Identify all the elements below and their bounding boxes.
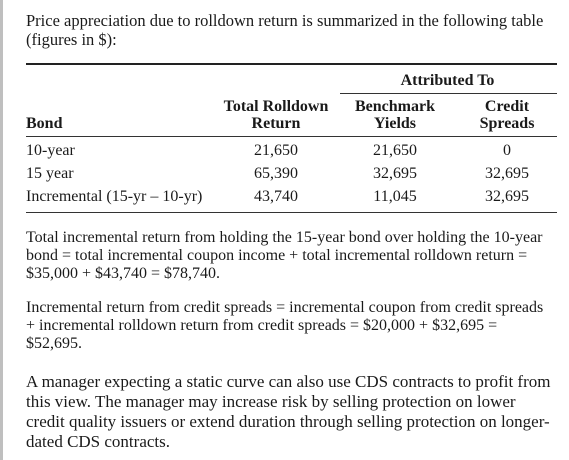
col-header-bond: Bond xyxy=(26,115,63,132)
row-3-bench: 11,045 xyxy=(373,188,417,205)
row-2-bond: 15 year xyxy=(26,165,74,182)
row-1-credit: 0 xyxy=(503,142,511,159)
table-bottom-rule xyxy=(26,212,557,213)
row-1-bench: 21,650 xyxy=(373,142,417,159)
col-header-total-line1: Total Rolldown xyxy=(223,98,329,115)
col-header-credit-line2: Spreads xyxy=(479,115,535,132)
row-2-total: 65,390 xyxy=(254,165,298,182)
col-header-total-line2: Return xyxy=(251,115,301,132)
paragraph-credit-spreads: Incremental return from credit spreads =… xyxy=(26,299,544,352)
row-2-bench: 32,695 xyxy=(373,165,417,182)
col-header-credit-line1: Credit xyxy=(484,98,530,115)
group-header-rule xyxy=(340,93,557,94)
row-1-total: 21,650 xyxy=(254,142,298,159)
row-3-total: 43,740 xyxy=(254,188,298,205)
row-1-bond: 10-year xyxy=(26,142,75,159)
header-bottom-rule xyxy=(26,136,557,137)
row-2-credit: 32,695 xyxy=(485,165,529,182)
row-3-credit: 32,695 xyxy=(485,188,529,205)
group-header-attributed-to: Attributed To xyxy=(400,72,495,89)
table-top-rule xyxy=(26,63,557,65)
intro-text: Price appreciation due to rolldown retur… xyxy=(26,11,544,49)
row-3-bond: Incremental (15-yr – 10-yr) xyxy=(26,188,203,205)
paragraph-cds-contracts: A manager expecting a static curve can a… xyxy=(26,372,551,451)
col-header-bench-line1: Benchmark xyxy=(355,98,435,115)
page-edge xyxy=(0,0,3,460)
col-header-bench-line2: Yields xyxy=(373,115,417,132)
paragraph-total-incremental: Total incremental return from holding th… xyxy=(26,229,543,282)
